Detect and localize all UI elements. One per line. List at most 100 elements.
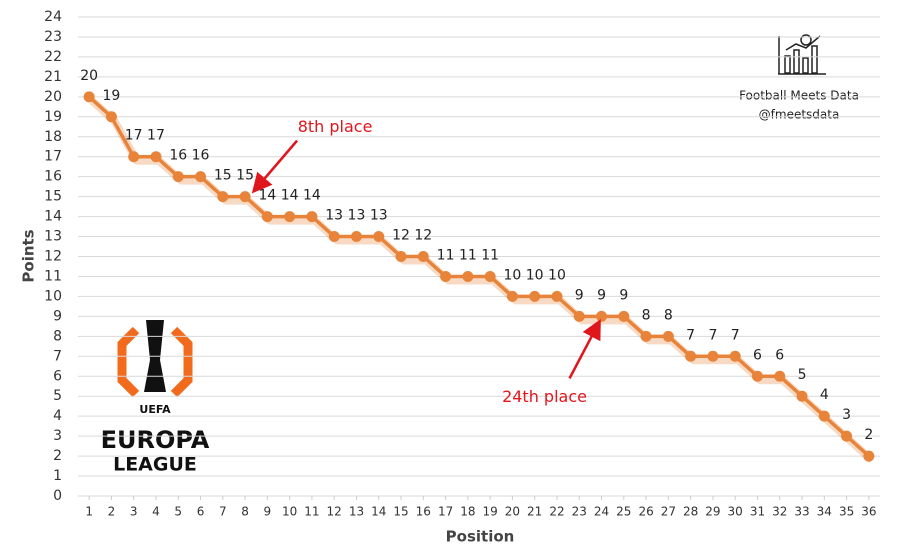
marker [462,270,474,282]
y-tick-label: 10 [44,288,62,304]
annotation-text: 8th place [298,117,373,136]
y-tick-label: 11 [44,268,62,284]
x-tick-label: 27 [661,505,676,519]
marker [440,270,452,282]
marker [150,151,162,163]
x-axis-label: Position [446,528,515,546]
y-tick-label: 20 [44,89,62,105]
marker [662,330,674,342]
marker [685,350,697,362]
marker [506,290,518,302]
x-tick-label: 15 [393,505,408,519]
x-tick-label: 6 [197,505,205,519]
x-tick-label: 20 [505,505,520,519]
data-label: 12 [414,228,432,244]
x-tick-label: 18 [460,505,475,519]
data-label: 6 [775,347,784,363]
marker [640,330,652,342]
x-tick-label: 16 [416,505,431,519]
data-label: 11 [481,247,499,263]
data-label: 13 [348,208,366,224]
data-label: 16 [192,148,210,164]
logo-europa: EUROPA [101,426,210,454]
x-tick-label: 1 [85,505,93,519]
data-label: 15 [214,168,232,184]
marker [284,211,296,223]
x-tick-label: 9 [264,505,272,519]
y-tick-label: 8 [53,328,62,344]
x-tick-label: 11 [304,505,319,519]
y-tick-label: 13 [44,229,62,245]
data-label: 12 [392,228,410,244]
x-tick-label: 29 [705,505,720,519]
logo [117,320,193,398]
watermark-icon [778,34,826,75]
marker [306,211,318,223]
data-label: 10 [526,267,544,283]
y-tick-label: 18 [44,129,62,145]
y-tick-label: 1 [53,468,62,484]
marker [729,350,741,362]
x-tick-label: 8 [241,505,249,519]
grid [78,16,880,497]
data-label: 13 [370,208,388,224]
marker [551,290,563,302]
data-label: 14 [258,188,276,204]
y-tick-label: 0 [53,488,62,504]
x-tick-label: 35 [839,505,854,519]
marker [618,310,630,322]
x-tick-label: 24 [594,505,609,519]
marker [573,310,585,322]
marker [261,211,273,223]
data-label: 16 [169,148,187,164]
x-tick-label: 33 [794,505,809,519]
x-tick-label: 3 [130,505,138,519]
marker [373,231,385,243]
data-label: 10 [504,267,522,283]
marker [350,231,362,243]
x-tick-label: 31 [750,505,765,519]
x-tick-label: 22 [549,505,564,519]
x-tick-label: 14 [371,505,386,519]
marker [83,91,95,103]
x-tick-label: 30 [728,505,743,519]
data-label: 10 [548,267,566,283]
x-tick-label: 34 [817,505,832,519]
data-label: 11 [437,247,455,263]
x-tick-label: 32 [772,505,787,519]
logo-uefa: UEFA [139,403,171,416]
marker [172,171,184,183]
marker [707,350,719,362]
x-tick-label: 21 [527,505,542,519]
marker [818,410,830,422]
y-tick-label: 9 [53,308,62,324]
data-label: 17 [147,128,165,144]
x-tick-label: 2 [108,505,116,519]
y-tick-label: 4 [53,408,62,424]
y-axis-label: Points [20,229,38,282]
marker [105,111,117,123]
x-tick-label: 26 [638,505,653,519]
data-label: 11 [459,247,477,263]
data-label: 8 [664,307,673,323]
x-tick-label: 28 [683,505,698,519]
marker [217,191,229,203]
annotation-arrow [251,139,299,194]
y-tick-label: 2 [53,448,62,464]
data-label: 9 [597,287,606,303]
marker [596,310,608,322]
y-tick-label: 22 [44,49,62,65]
marker [328,231,340,243]
data-label: 7 [708,327,717,343]
data-label: 4 [820,387,829,403]
y-tick-label: 5 [53,388,62,404]
x-tick-label: 23 [572,505,587,519]
x-tick-label: 12 [327,505,342,519]
marker [417,251,429,262]
marker [195,171,207,183]
marker [239,191,251,203]
marker [751,370,763,382]
y-tick-label: 24 [44,9,62,25]
data-label: 3 [842,407,851,423]
marker [395,251,407,262]
